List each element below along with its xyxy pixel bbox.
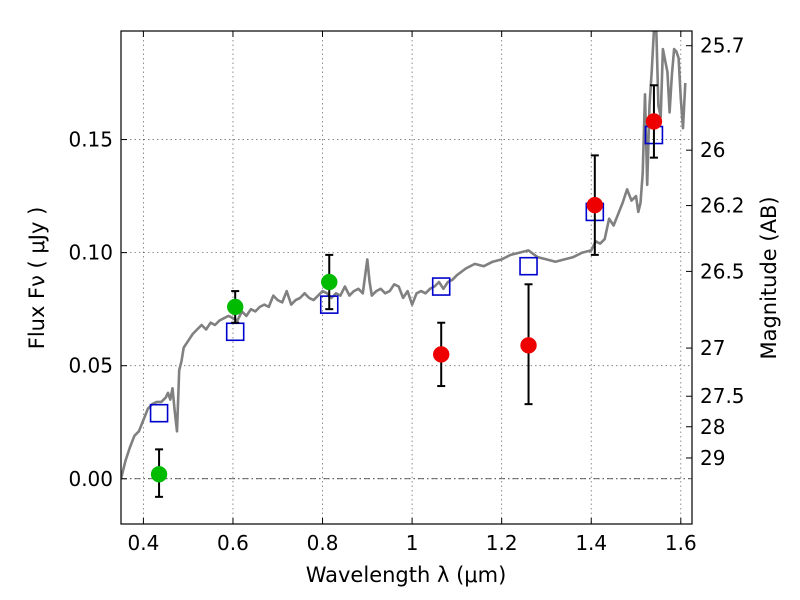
y-tick-label-0: 0.00: [68, 467, 113, 491]
y-tick-label-2: 0.10: [68, 241, 113, 265]
x-tick-labels: 0.4 0.6 0.8 1 1.2 1.4 1.6: [127, 531, 696, 555]
y2-tick-label-4: 27: [700, 336, 725, 360]
x-tick-label-1: 0.6: [217, 531, 249, 555]
axis-ticks: [121, 31, 692, 524]
x-tick-label-5: 1.4: [575, 531, 607, 555]
x-tick-label-4: 1.2: [486, 531, 518, 555]
magnitude-tick-labels: 25.7 26 26.2 26.5 27 27.5 28 29: [700, 34, 745, 470]
model-square-3: [431, 277, 451, 296]
y2-axis-label: Magnitude (AB): [757, 196, 781, 359]
plot-frame: [120, 30, 693, 525]
point-green-1: [226, 298, 244, 316]
x-tick-label-2: 0.8: [307, 531, 339, 555]
point-red-3: [645, 113, 663, 130]
point-red-1: [520, 337, 537, 354]
y2-tick-label-5: 27.5: [700, 384, 745, 408]
y-tick-label-3: 0.15: [68, 128, 113, 152]
model-square-0: [149, 403, 169, 423]
model-spectrum: [121, 31, 687, 480]
y2-tick-label-2: 26.2: [700, 194, 745, 218]
point-green-2: [320, 273, 338, 291]
y-tick-label-1: 0.05: [68, 354, 113, 378]
point-green-0: [150, 465, 168, 483]
point-red-2: [586, 196, 604, 214]
y2-tick-label-0: 25.7: [700, 34, 745, 58]
observed-fluxes: [150, 113, 663, 483]
y2-tick-label-6: 28: [700, 415, 725, 439]
spectrum-line: [121, 31, 687, 480]
y2-tick-label-1: 26: [700, 138, 725, 162]
x-tick-label-6: 1.6: [665, 531, 697, 555]
x-tick-label-3: 1: [406, 531, 419, 555]
y-axis-label: Flux Fν ( μJy ): [25, 207, 49, 350]
x-axis-label: Wavelength λ (μm): [306, 563, 507, 587]
y-tick-labels: 0.00 0.05 0.10 0.15: [68, 128, 113, 491]
point-red-0: [432, 346, 450, 363]
x-tick-label-0: 0.4: [127, 531, 159, 555]
model-square-4: [519, 256, 538, 276]
y2-tick-label-7: 29: [700, 446, 725, 470]
y2-tick-label-3: 26.5: [700, 259, 745, 283]
